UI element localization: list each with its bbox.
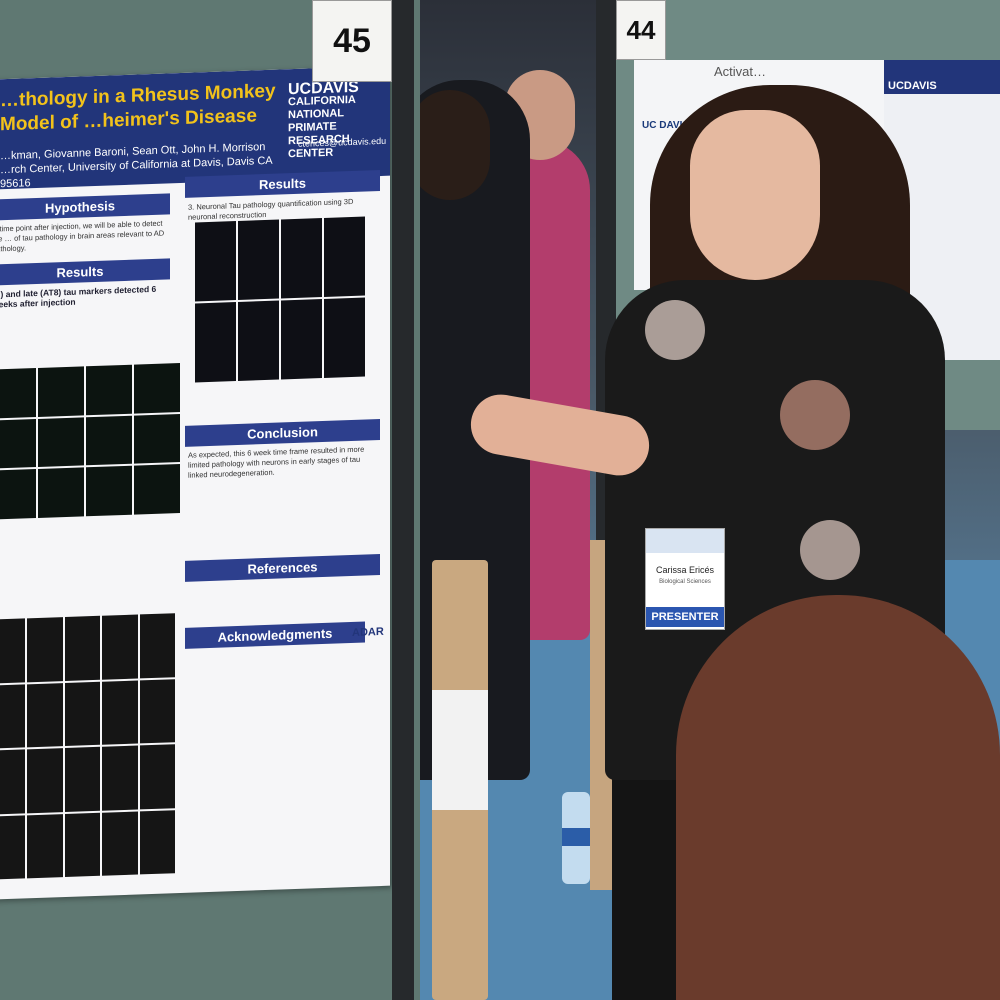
recon-image xyxy=(195,302,236,383)
micro-image xyxy=(139,744,175,809)
conclusion-text: As expected, this 6 week time frame resu… xyxy=(188,444,365,480)
neuroinflammation-panel-grid xyxy=(0,613,175,880)
micro-image xyxy=(38,467,84,518)
badge-name: Carissa Ericés xyxy=(655,565,714,575)
micro-image xyxy=(27,813,63,879)
micro-image xyxy=(102,679,138,745)
micro-image xyxy=(134,363,180,414)
recon-image xyxy=(238,219,279,300)
micro-image xyxy=(27,617,63,682)
micro-image xyxy=(139,678,175,744)
section-acknowledgements: Acknowledgments xyxy=(185,621,365,649)
micro-image xyxy=(0,618,26,684)
micro-image xyxy=(102,614,138,680)
micro-image xyxy=(38,417,84,468)
micro-image xyxy=(0,368,36,419)
micro-image xyxy=(139,613,175,678)
poster-44-title: Activat… xyxy=(714,64,767,79)
micro-image xyxy=(86,364,132,415)
recon-image xyxy=(324,297,365,378)
micro-image xyxy=(134,413,180,464)
water-bottle-label xyxy=(562,828,590,846)
recon-image xyxy=(281,299,322,380)
hypothesis-text: …time point after injection, we will be … xyxy=(0,218,165,254)
section-references: References xyxy=(185,554,380,582)
attendee-head xyxy=(410,90,490,200)
micro-image xyxy=(0,814,26,880)
foreground-viewer-headscarf xyxy=(676,595,1000,1000)
micro-image xyxy=(102,810,138,876)
micro-image xyxy=(102,745,138,811)
ucdavis-logo: UCDAVIS CALIFORNIA NATIONAL PRIMATE RESE… xyxy=(288,79,383,161)
micro-image xyxy=(64,681,101,747)
micro-image xyxy=(0,683,26,749)
micro-image xyxy=(64,812,101,878)
badge-department: Biological Sciences xyxy=(659,579,711,585)
recon-image xyxy=(281,218,322,299)
micro-image xyxy=(134,464,180,515)
micro-image xyxy=(86,415,132,466)
floral-pattern xyxy=(800,520,860,580)
main-poster: …thology in a Rhesus Monkey Model of …he… xyxy=(0,65,390,900)
poster-tube-label xyxy=(432,690,488,810)
adar-logo: ADAR xyxy=(352,625,384,640)
section-results-left: Results xyxy=(0,258,170,286)
section-conclusion: Conclusion xyxy=(185,419,380,447)
recon-image xyxy=(195,221,236,302)
section-hypothesis: Hypothesis xyxy=(0,193,170,221)
board-number-44: 44 xyxy=(616,0,666,60)
micro-image xyxy=(0,469,36,520)
floral-pattern xyxy=(645,300,705,360)
board-number-45: 45 xyxy=(312,0,392,82)
recon-image xyxy=(238,300,279,381)
micro-image xyxy=(86,466,132,517)
presenter-face xyxy=(690,110,820,280)
micro-image xyxy=(27,682,63,748)
name-badge: Carissa Ericés Biological Sciences PRESE… xyxy=(645,528,725,630)
micro-image xyxy=(38,366,84,417)
neuron-reconstruction-grid xyxy=(195,216,365,383)
results-left-text: …) and late (AT8) tau markers detected 6… xyxy=(0,283,157,310)
logo-line2: CALIFORNIA NATIONAL PRIMATE RESEARCH CEN… xyxy=(288,93,356,161)
board-post xyxy=(392,0,414,1000)
badge-role: PRESENTER xyxy=(646,607,724,627)
recon-image xyxy=(324,216,365,297)
poster-far-right-logo: UCDAVIS xyxy=(888,80,937,92)
micro-image xyxy=(139,809,175,875)
poster-title: …thology in a Rhesus Monkey Model of …he… xyxy=(0,80,276,136)
micro-image xyxy=(27,748,63,813)
micro-image xyxy=(0,749,26,815)
poster-far-right-header xyxy=(884,60,1000,94)
micro-image xyxy=(64,746,101,812)
badge-header xyxy=(646,529,724,553)
micro-image xyxy=(64,615,101,681)
micro-image xyxy=(0,418,36,469)
microscopy-panel-grid xyxy=(0,363,180,520)
floral-pattern xyxy=(780,380,850,450)
